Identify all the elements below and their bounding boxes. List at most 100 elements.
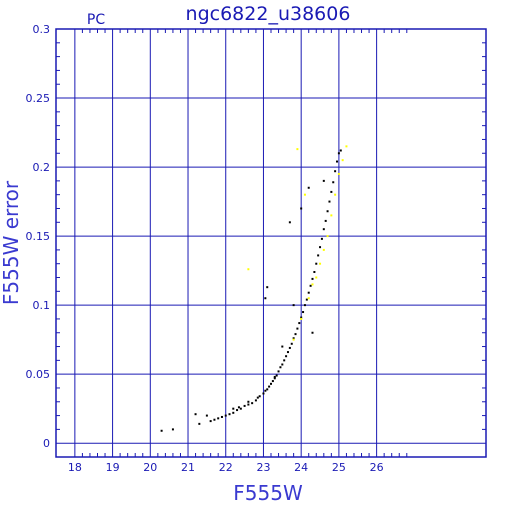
data-point-black: [328, 200, 331, 203]
data-point-black: [279, 366, 282, 369]
data-point-black: [277, 370, 280, 373]
y-tick-label: 0.15: [26, 230, 51, 243]
x-tick-label: 22: [219, 461, 233, 474]
data-point-black: [209, 420, 212, 423]
data-point-black: [311, 331, 314, 334]
data-point-black: [266, 388, 269, 391]
data-point-black: [309, 284, 312, 287]
x-tick-label: 18: [68, 461, 82, 474]
data-point-black: [281, 363, 284, 366]
data-point-yellow: [334, 193, 337, 196]
data-point-black: [268, 385, 271, 388]
data-point-black: [286, 351, 289, 354]
data-point-black: [322, 179, 325, 182]
data-point-black: [247, 400, 250, 403]
data-point-black: [273, 375, 276, 378]
data-point-yellow: [330, 214, 333, 217]
data-point-black: [160, 429, 163, 432]
data-point-black: [264, 297, 267, 300]
data-point-black: [224, 414, 227, 417]
data-point-black: [292, 304, 295, 307]
data-point-black: [239, 407, 242, 410]
grid-lines: [56, 28, 486, 457]
data-point-black: [232, 407, 235, 410]
data-point-yellow: [345, 145, 348, 148]
data-point-black: [334, 170, 337, 173]
data-point-black: [311, 277, 314, 280]
data-point-yellow: [300, 317, 303, 320]
data-point-black: [254, 399, 257, 402]
data-point-black: [315, 262, 318, 265]
data-point-black: [273, 377, 276, 380]
y-tick-label: 0: [43, 437, 50, 450]
x-tick-label: 19: [106, 461, 120, 474]
data-point-yellow: [292, 338, 295, 341]
data-point-black: [213, 418, 216, 421]
data-point-black: [300, 207, 303, 210]
data-point-black: [300, 316, 303, 319]
x-tick-label: 20: [143, 461, 157, 474]
data-point-black: [317, 254, 320, 257]
data-point-black: [232, 411, 235, 414]
data-point-black: [339, 149, 342, 152]
data-point-black: [243, 404, 246, 407]
axis-ticks: 18 19 20 21 22 23 24 25 26 0 0.05 0.1 0.15 0.2 0.25 0.3: [26, 23, 486, 474]
data-point-black: [336, 160, 339, 163]
y-axis-title: F555W error: [0, 180, 23, 305]
data-point-black: [281, 345, 284, 348]
data-point-yellow: [337, 172, 340, 175]
data-point-black: [266, 286, 269, 289]
data-point-black: [264, 389, 267, 392]
data-point-black: [283, 359, 286, 362]
data-point-yellow: [303, 193, 306, 196]
x-tick-label: 21: [181, 461, 195, 474]
data-points: [160, 145, 348, 432]
data-point-black: [307, 291, 310, 294]
data-point-black: [228, 413, 231, 416]
data-point-yellow: [341, 159, 344, 162]
data-point-yellow: [322, 248, 325, 251]
x-tick-label: 24: [294, 461, 308, 474]
y-tick-label: 0.3: [33, 23, 51, 36]
data-point-black: [290, 342, 293, 345]
data-point-yellow: [326, 235, 329, 238]
data-point-yellow: [296, 148, 299, 151]
data-point-black: [270, 382, 272, 385]
data-point-black: [319, 246, 322, 249]
data-point-black: [262, 392, 265, 395]
data-point-black: [307, 186, 310, 189]
data-point-black: [322, 228, 325, 231]
data-point-black: [303, 304, 306, 307]
data-point-yellow: [311, 283, 314, 286]
x-tick-label: 26: [370, 461, 384, 474]
data-point-black: [194, 413, 197, 416]
data-point-black: [285, 355, 288, 358]
x-axis-title: F555W: [233, 481, 303, 505]
data-point-black: [302, 311, 305, 314]
data-point-black: [288, 346, 291, 349]
x-tick-label: 25: [332, 461, 346, 474]
data-point-black: [275, 374, 278, 377]
data-point-black: [337, 152, 340, 155]
data-point-black: [313, 270, 316, 273]
data-point-black: [236, 409, 239, 412]
data-point-black: [294, 333, 297, 336]
data-point-black: [258, 395, 261, 398]
data-point-black: [326, 210, 329, 213]
data-point-black: [288, 221, 291, 224]
data-point-black: [296, 327, 299, 330]
data-point-black: [198, 422, 201, 425]
data-point-black: [330, 190, 333, 193]
data-point-black: [332, 181, 335, 184]
y-tick-label: 0.25: [26, 92, 51, 105]
y-tick-label: 0.2: [33, 161, 51, 174]
data-point-black: [298, 322, 301, 325]
data-point-yellow: [319, 262, 322, 265]
y-tick-label: 0.1: [33, 299, 51, 312]
plot-frame: [55, 28, 487, 458]
data-point-yellow: [315, 276, 318, 279]
data-point-black: [305, 298, 308, 301]
data-point-black: [324, 219, 327, 222]
x-tick-label: 23: [256, 461, 270, 474]
